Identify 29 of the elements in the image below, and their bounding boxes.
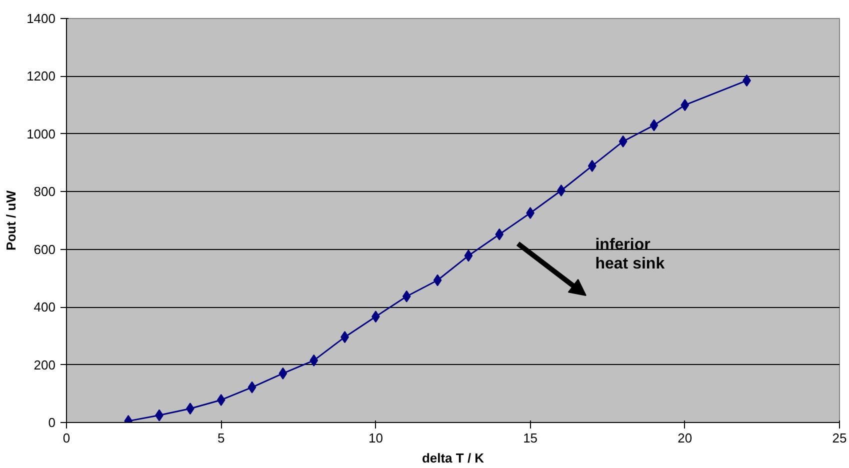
y-tick-label: 200 <box>34 357 56 372</box>
point <box>588 160 596 172</box>
point <box>495 228 504 240</box>
x-tick-label: 15 <box>523 430 538 446</box>
point <box>278 367 288 380</box>
point <box>618 135 628 148</box>
point <box>464 250 473 262</box>
x-tick-label: 0 <box>62 430 70 446</box>
y-tick-label: 400 <box>34 300 56 315</box>
x-axis-title: delta T / K <box>422 450 485 466</box>
y-tick-label: 0 <box>48 415 56 430</box>
point <box>650 119 658 132</box>
annotation: inferior heat sink <box>595 236 665 272</box>
y-tick-label: 1400 <box>26 11 56 26</box>
y-tick-label: 800 <box>34 184 56 200</box>
y-tick-label: 1200 <box>26 68 56 84</box>
y-tick-label: 600 <box>34 242 56 257</box>
point <box>310 354 318 366</box>
x-tick-label: 20 <box>678 430 692 446</box>
point <box>216 394 226 406</box>
point <box>433 274 442 286</box>
x-tick-label: 25 <box>832 430 847 446</box>
point <box>248 381 256 394</box>
y-axis-title: Pout / uW <box>4 190 19 250</box>
x-tick-label: 10 <box>368 430 383 446</box>
x-tick-label: 5 <box>217 430 225 446</box>
point <box>680 99 690 112</box>
y-tick-label: 1000 <box>26 126 56 142</box>
point <box>402 290 411 302</box>
